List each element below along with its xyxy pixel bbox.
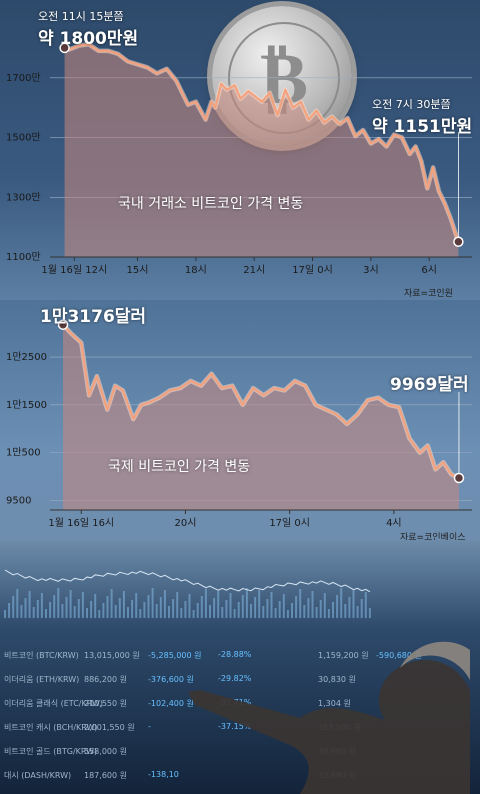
- start-price-label: 약 1800만원: [38, 29, 139, 49]
- y-tick-label: 1만1500: [6, 399, 47, 411]
- x-tick-label: 17일 0시: [292, 264, 333, 276]
- screen-change: -: [148, 722, 151, 731]
- screen-change: -138,10: [148, 770, 179, 779]
- screen-change-pct: -29.82%: [218, 674, 252, 683]
- domestic-price-panel: ₿ 1700만 1500만 1300만 1100만 1월 16일 12시 15시 18시 21…: [0, 0, 480, 300]
- end-point-marker: [453, 236, 464, 248]
- y-tick-label: 1300만: [6, 191, 41, 203]
- screen-coin-name: 이더리움 (ETH/KRW): [4, 675, 80, 684]
- x-tick-label: 4시: [386, 517, 402, 529]
- trading-screen-photo: 비트코인 (BTC/KRW) 13,015,000 원 -5,285,000 원 -2…: [0, 540, 480, 794]
- end-point-marker: [453, 472, 465, 484]
- screen-coin-name: 대시 (DASH/KRW): [4, 771, 72, 780]
- screen-change: -102,400 원: [148, 699, 194, 708]
- international-price-panel: 1만2500 1만1500 1만500 9500 1월 16일 16시 20시 17일 0시…: [0, 300, 480, 550]
- start-point-marker: [57, 319, 69, 330]
- x-tick-label: 6시: [421, 264, 437, 276]
- screen-change: -5,285,000 원: [148, 651, 202, 660]
- y-tick-label: 1만2500: [6, 351, 47, 363]
- source-label: 자료=코인베이스: [400, 533, 466, 543]
- start-price-label: 1만3176달러: [40, 307, 147, 327]
- screen-coin-name: 이더리움 클래식 (ETC/KRW): [4, 699, 103, 708]
- price-area: [64, 44, 459, 258]
- screen-mini-chart: [4, 569, 371, 618]
- screen-coin-name: 비트코인 캐시 (BCH/KRW): [4, 723, 98, 732]
- screen-price: 558,000 원: [84, 747, 127, 756]
- screen-price-right: 30,830 원: [318, 675, 356, 684]
- chart-caption: 국제 비트코인 가격 변동: [108, 459, 251, 475]
- screen-table-row: 이더리움 (ETH/KRW) 886,200 원 -376,600 원 -29.82%…: [0, 668, 480, 692]
- price-line: [62, 323, 460, 480]
- y-tick-label: 9500: [6, 495, 31, 506]
- x-tick-label: 1월 16일 12시: [41, 264, 107, 276]
- y-tick-label: 1500만: [6, 132, 41, 144]
- x-tick-label: 15시: [127, 264, 149, 276]
- screen-coin-name: 비트코인 골드 (BTG/KRW): [4, 747, 98, 756]
- screen-price-right: 1,159,200 원: [318, 651, 369, 660]
- screen-price: 187,600 원: [84, 771, 127, 780]
- x-tick-label: 17일 0시: [269, 517, 310, 529]
- screen-change-right: -590,680 원: [376, 651, 422, 660]
- person-pointing-silhouette: [188, 641, 470, 794]
- screen-change-pct: -37.15%: [218, 722, 252, 731]
- source-label: 자료=코인원: [404, 289, 453, 299]
- start-point-marker: [59, 42, 70, 54]
- end-time-label: 오전 7시 30분쯤: [372, 98, 451, 111]
- y-tick-label: 1700만: [6, 72, 41, 84]
- x-tick-label: 1월 16일 16시: [48, 517, 114, 529]
- screen-change: -376,600 원: [148, 675, 194, 684]
- price-area: [63, 324, 459, 510]
- end-price-label: 약 1151만원: [372, 117, 473, 137]
- screen-price: 2,001,550 원: [84, 723, 135, 732]
- x-tick-label: 3시: [363, 264, 379, 276]
- end-price-label: 9969달러: [390, 375, 469, 395]
- start-time-label: 오전 11시 15분쯤: [38, 10, 124, 23]
- chart-caption: 국내 거래소 비트코인 가격 변동: [118, 196, 304, 212]
- y-tick-label: 1만500: [6, 447, 41, 459]
- international-price-chart: 1만2500 1만1500 1만500 9500 1월 16일 16시 20시 17일 0시…: [6, 319, 472, 529]
- screen-table-row: 비트코인 (BTC/KRW) 13,015,000 원 -5,285,000 원 -2…: [0, 644, 480, 668]
- screen-price-right: 1,304 원: [318, 699, 351, 708]
- screen-price: 210,550 원: [84, 699, 127, 708]
- screen-change-pct: -28.88%: [218, 650, 252, 659]
- x-tick-label: 20시: [174, 517, 196, 529]
- x-tick-label: 21시: [243, 264, 265, 276]
- price-line: [64, 43, 460, 243]
- screen-coin-name: 비트코인 (BTC/KRW): [4, 651, 79, 660]
- screen-price-line: [4, 569, 371, 593]
- screen-price: 13,015,000 원: [84, 651, 140, 660]
- screen-price: 886,200 원: [84, 675, 127, 684]
- x-tick-label: 18시: [185, 264, 207, 276]
- y-tick-label: 1100만: [6, 251, 41, 263]
